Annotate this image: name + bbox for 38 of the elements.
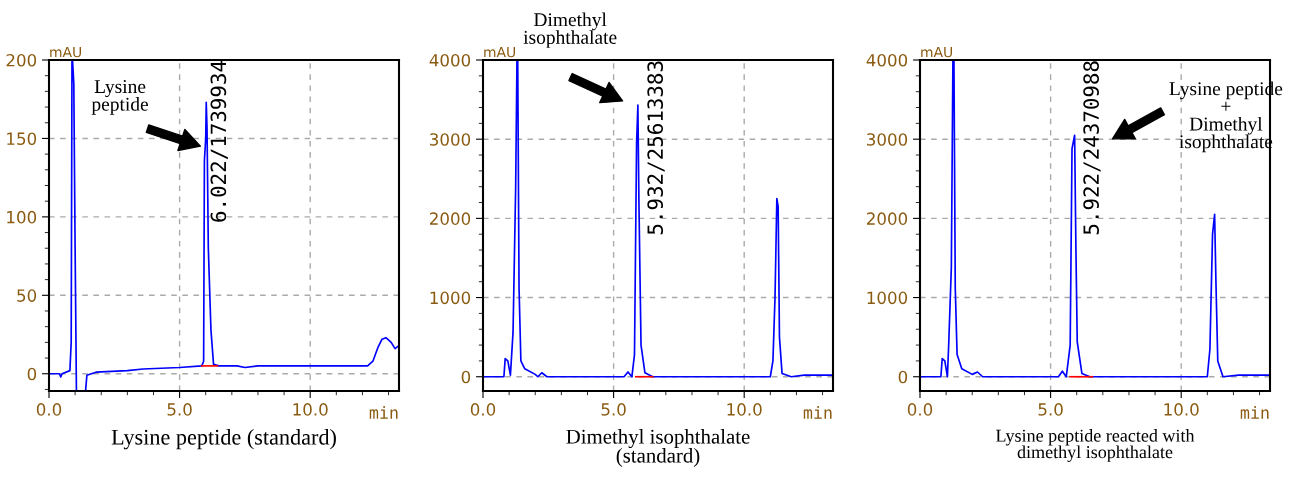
x-axis-title: min [1240, 405, 1269, 419]
y-tick-label: 0 [27, 367, 37, 381]
y-tick-label: 1000 [867, 291, 908, 305]
x-tick-label: 10.0 [293, 403, 328, 416]
y-tick-label: 0 [898, 370, 908, 384]
x-tick-label: 0.0 [36, 403, 62, 416]
annotation: 5.922/24370988 [1083, 61, 1101, 235]
x-axis-title: min [803, 405, 832, 419]
y-tick-label: 3000 [430, 133, 471, 146]
y-tick-label: 4000 [429, 53, 471, 67]
y-tick-label: 3000 [867, 133, 908, 146]
y-axis-title: mAU [921, 46, 952, 58]
text: Dimethyl isophthalate (standard) [566, 429, 750, 467]
y-tick-label: 4000 [866, 53, 908, 67]
x-tick-label: 10.0 [727, 403, 762, 416]
y-tick-label: 1000 [430, 291, 471, 305]
y-tick-label: 2000 [430, 212, 471, 225]
annotation: Lysine peptide [91, 80, 148, 115]
x-tick-label: 0.0 [470, 403, 496, 416]
y-tick-label: 200 [6, 53, 37, 67]
x-axis-title: min [369, 405, 398, 419]
y-tick-label: 2000 [867, 212, 908, 225]
text: Lysine peptide (standard) [111, 429, 336, 450]
text: Lysine peptide reacted with dimethyl isophthalate [995, 429, 1195, 462]
y-tick-label: 100 [7, 210, 37, 224]
x-tick-label: 5.0 [167, 403, 192, 416]
annotation: 5.932/25613383 [647, 61, 665, 235]
x-tick-label: 5.0 [1038, 403, 1063, 416]
x-tick-label: 10.0 [1164, 403, 1199, 416]
x-tick-label: 0.0 [907, 403, 933, 416]
text: Dimethyl isophthalate [523, 12, 617, 48]
x-tick-label: 5.0 [601, 403, 626, 416]
y-tick-label: 0 [461, 370, 471, 384]
annotation: 6.022/1739934 [210, 60, 228, 222]
y-tick-label: 150 [7, 132, 37, 146]
y-axis-title: mAU [484, 46, 515, 58]
y-tick-label: 50 [17, 289, 37, 302]
y-axis-title: mAU [50, 46, 81, 58]
